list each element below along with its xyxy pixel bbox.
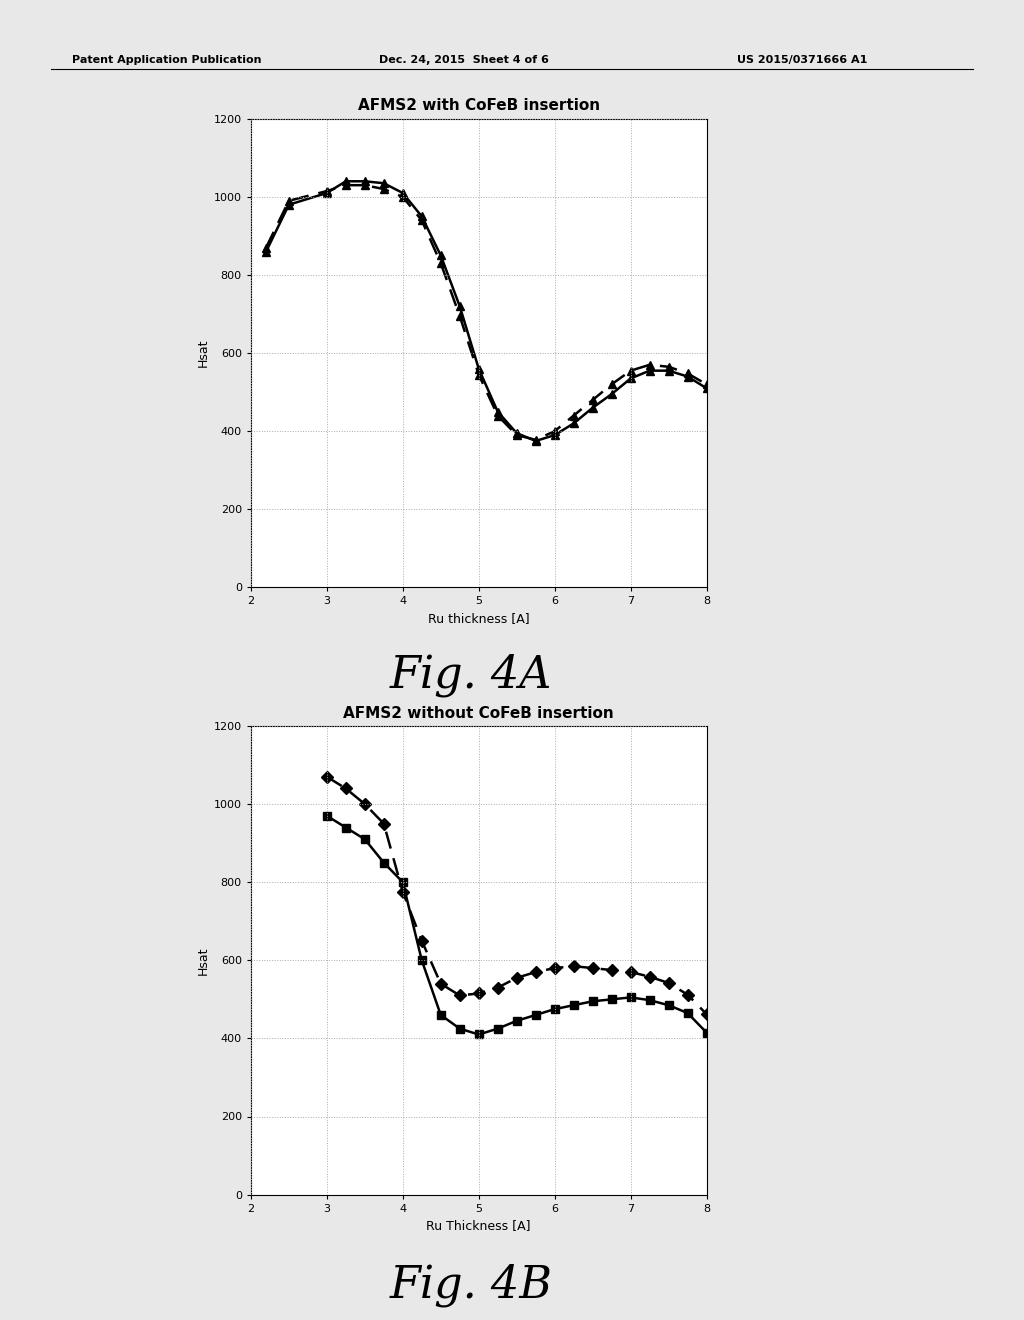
Text: Dec. 24, 2015  Sheet 4 of 6: Dec. 24, 2015 Sheet 4 of 6 — [379, 55, 549, 66]
Text: Patent Application Publication: Patent Application Publication — [72, 55, 261, 66]
Title: AFMS2 with CoFeB insertion: AFMS2 with CoFeB insertion — [357, 99, 600, 114]
Text: US 2015/0371666 A1: US 2015/0371666 A1 — [737, 55, 867, 66]
Text: Fig. 4B: Fig. 4B — [389, 1263, 553, 1307]
Title: AFMS2 without CoFeB insertion: AFMS2 without CoFeB insertion — [343, 706, 614, 721]
X-axis label: Ru Thickness [A]: Ru Thickness [A] — [426, 1220, 531, 1232]
Y-axis label: Hsat: Hsat — [197, 946, 210, 974]
X-axis label: Ru thickness [A]: Ru thickness [A] — [428, 612, 529, 624]
Y-axis label: Hsat: Hsat — [197, 339, 210, 367]
Text: Fig. 4A: Fig. 4A — [390, 653, 552, 697]
